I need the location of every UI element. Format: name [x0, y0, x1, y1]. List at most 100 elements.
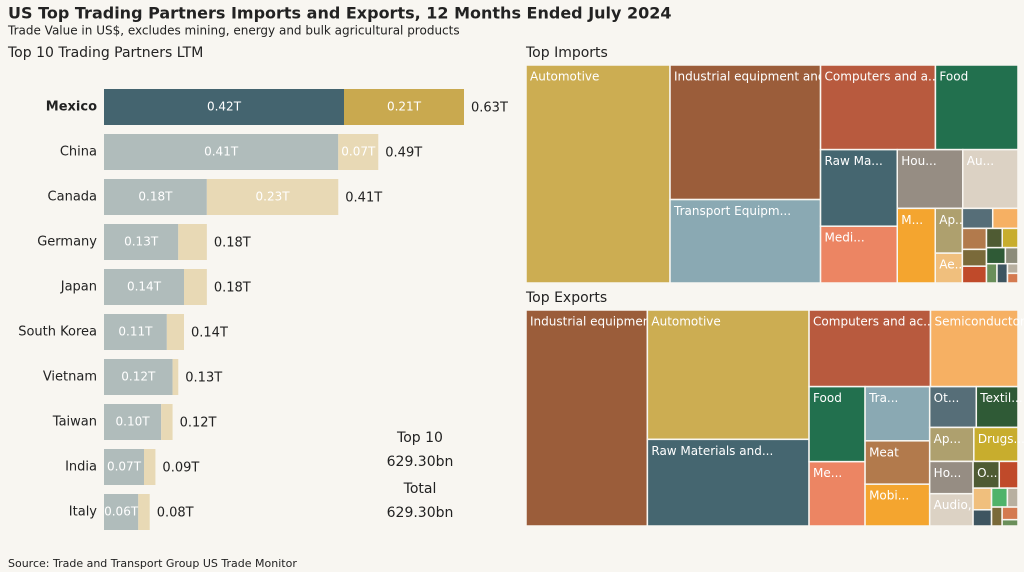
treemap-tile — [934, 207, 964, 254]
category-label: South Korea — [18, 325, 97, 340]
treemap-tile — [961, 207, 994, 230]
category-label: Italy — [69, 505, 98, 520]
category-label: Germany — [37, 235, 97, 250]
bar-segment — [104, 224, 179, 260]
tile-label: Computers and ac... — [813, 315, 935, 329]
treemap-tile — [896, 207, 936, 284]
treemap-tile — [1006, 487, 1019, 508]
summary-label: Total — [403, 481, 437, 497]
treemap-tile — [929, 309, 1019, 388]
treemap-tile — [972, 509, 993, 527]
treemap-tile — [1001, 518, 1019, 527]
treemap-tile — [646, 309, 810, 441]
total-label: 0.63T — [471, 101, 508, 116]
summary-value: 629.30bn — [387, 454, 454, 470]
tile-label: Ot... — [934, 391, 960, 405]
tile-label: Industrial equipment and parts — [674, 70, 860, 84]
bar-segment — [166, 314, 184, 350]
category-label: India — [65, 460, 97, 475]
treemap-tile — [808, 460, 866, 527]
bar-segment — [144, 449, 156, 485]
treemap-tile — [1006, 262, 1019, 275]
treemap-tile — [934, 64, 1019, 151]
bar-segment — [161, 404, 173, 440]
tile-label: Food — [813, 391, 842, 405]
treemap-tile — [1004, 246, 1019, 265]
value-label: 0.42T — [207, 100, 242, 114]
total-label: 0.08T — [157, 506, 194, 521]
value-label: 0.06T — [104, 505, 139, 519]
tile-label: Ap... — [934, 432, 961, 446]
total-label: 0.49T — [385, 146, 422, 161]
treemap-tile — [985, 262, 998, 284]
tile-label: Me... — [813, 466, 842, 480]
bar-segment — [172, 359, 179, 395]
tile-label: Tra... — [868, 391, 898, 405]
tile-label: Raw Ma... — [825, 154, 883, 168]
bar-segment — [104, 404, 162, 440]
tile-label: Meat — [869, 445, 899, 459]
value-label: 0.18T — [138, 190, 173, 204]
imports-title: Top Imports — [525, 45, 608, 61]
bar-segment — [104, 494, 139, 530]
source: Source: Trade and Transport Group US Tra… — [8, 557, 297, 570]
treemap-tile — [864, 440, 931, 485]
treemap-tile — [864, 385, 931, 442]
total-label: 0.41T — [345, 191, 382, 206]
tile-label: Drugs... — [978, 432, 1024, 446]
total-label: 0.12T — [180, 416, 217, 431]
tile-label: Transport Equipm... — [673, 204, 791, 218]
treemap-tile — [525, 309, 649, 527]
tile-label: M... — [901, 213, 923, 227]
treemap-tile — [646, 438, 810, 527]
category-label: Vietnam — [43, 370, 97, 385]
bar-segment — [344, 89, 464, 125]
treemap-tile — [934, 252, 964, 284]
bar-segment — [104, 269, 184, 305]
treemap-tile — [998, 460, 1019, 489]
treemap-tile — [991, 207, 1019, 230]
bar-segment — [104, 179, 207, 215]
treemap-tile — [819, 225, 899, 284]
tile-label: Computers and a... — [825, 70, 940, 84]
treemap-tile — [1001, 227, 1019, 249]
value-label: 0.21T — [387, 100, 422, 114]
bar-segment — [138, 494, 150, 530]
value-label: 0.11T — [118, 325, 153, 339]
bar-segment — [104, 89, 344, 125]
treemap-tile — [985, 227, 1003, 249]
treemap-tile — [669, 198, 822, 284]
value-label: 0.41T — [204, 145, 239, 159]
summary-value: 629.30bn — [387, 505, 454, 521]
exports-title: Top Exports — [525, 290, 607, 306]
bar-title: Top 10 Trading Partners LTM — [7, 45, 203, 61]
tile-label: Au... — [967, 154, 994, 168]
title: US Top Trading Partners Imports and Expo… — [8, 4, 672, 23]
treemap-tile — [928, 460, 974, 495]
treemap-tile — [972, 487, 993, 511]
tile-label: Textil... — [979, 391, 1022, 405]
treemap-tile — [864, 483, 931, 527]
tile-label: O... — [977, 466, 997, 480]
total-label: 0.14T — [191, 326, 228, 341]
value-label: 0.12T — [121, 370, 156, 384]
tile-label: Ho... — [934, 466, 962, 480]
tile-label: Raw Materials and... — [651, 444, 773, 458]
bar-segment — [184, 269, 207, 305]
treemap-tile — [975, 385, 1019, 429]
treemap-tile — [961, 227, 988, 251]
value-label: 0.07T — [341, 145, 376, 159]
treemap-tile — [990, 487, 1009, 508]
tile-label: Mobi... — [869, 489, 909, 503]
value-label: 0.23T — [256, 190, 291, 204]
treemap-tile — [928, 492, 974, 527]
value-label: 0.14T — [127, 280, 162, 294]
treemap-tile — [1006, 272, 1019, 284]
treemap-tile — [669, 64, 822, 201]
tile-label: Automotive — [530, 70, 599, 84]
summary-label: Top 10 — [396, 430, 443, 446]
category-label: Japan — [60, 280, 97, 295]
bar-segment — [338, 134, 379, 170]
